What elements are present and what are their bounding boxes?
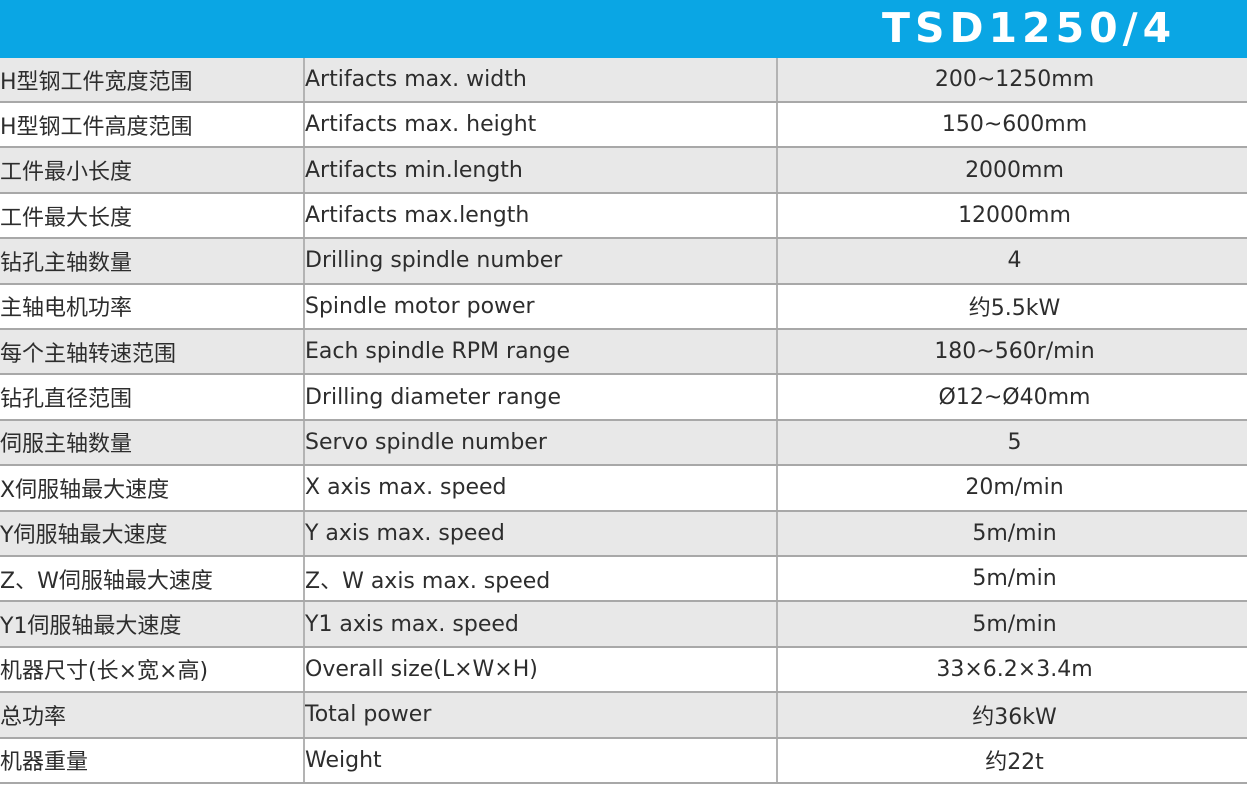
spec-table: H型钢工件宽度范围 Artifacts max. width 200~1250m…: [0, 58, 1247, 785]
spec-value: 20m/min: [777, 465, 1247, 512]
spec-cn-label: 总功率: [0, 692, 305, 739]
spec-cn-label: 工件最小长度: [0, 147, 305, 194]
table-row: 工件最大长度 Artifacts max.length 12000mm: [0, 192, 1247, 240]
spec-cn-label: H型钢工件宽度范围: [0, 58, 305, 104]
table-row: Z、W伺服轴最大速度 Z、W axis max. speed 5m/min: [0, 555, 1247, 603]
spec-en-label: Weight: [304, 737, 778, 785]
table-row: Y1伺服轴最大速度 Y1 axis max. speed 5m/min: [0, 601, 1247, 648]
spec-value: 33×6.2×3.4m: [777, 646, 1247, 694]
table-row: 主轴电机功率 Spindle motor power 约5.5kW: [0, 283, 1247, 331]
spec-en-label: Overall size(L×W×H): [304, 646, 778, 694]
spec-en-label: Y axis max. speed: [304, 510, 778, 557]
spec-cn-label: 每个主轴转速范围: [0, 329, 305, 376]
spec-value: 约36kW: [777, 692, 1247, 739]
spec-value: 5m/min: [777, 601, 1247, 648]
table-row: 钻孔主轴数量 Drilling spindle number 4: [0, 238, 1247, 285]
spec-en-label: X axis max. speed: [304, 465, 778, 512]
spec-en-label: Artifacts max.length: [304, 192, 778, 240]
spec-en-label: Servo spindle number: [304, 419, 778, 467]
spec-cn-label: 主轴电机功率: [0, 283, 305, 331]
table-row: 每个主轴转速范围 Each spindle RPM range 180~560r…: [0, 329, 1247, 376]
spec-value: 12000mm: [777, 192, 1247, 240]
table-row: 机器尺寸(长×宽×高) Overall size(L×W×H) 33×6.2×3…: [0, 646, 1247, 694]
spec-cn-label: 机器尺寸(长×宽×高): [0, 646, 305, 694]
spec-value: 2000mm: [777, 147, 1247, 194]
spec-en-label: Each spindle RPM range: [304, 329, 778, 376]
spec-value: Ø12~Ø40mm: [777, 374, 1247, 421]
spec-en-label: Artifacts min.length: [304, 147, 778, 194]
spec-value: 5m/min: [777, 555, 1247, 603]
table-row: H型钢工件宽度范围 Artifacts max. width 200~1250m…: [0, 58, 1247, 104]
spec-cn-label: 工件最大长度: [0, 192, 305, 240]
spec-en-label: Drilling spindle number: [304, 238, 778, 285]
spec-value: 约22t: [777, 737, 1247, 785]
spec-value: 5m/min: [777, 510, 1247, 557]
spec-cn-label: Y1伺服轴最大速度: [0, 601, 305, 648]
table-row: X伺服轴最大速度 X axis max. speed 20m/min: [0, 465, 1247, 512]
table-row: Y伺服轴最大速度 Y axis max. speed 5m/min: [0, 510, 1247, 557]
spec-value: 180~560r/min: [777, 329, 1247, 376]
table-row: 总功率 Total power 约36kW: [0, 692, 1247, 739]
table-row: 伺服主轴数量 Servo spindle number 5: [0, 419, 1247, 467]
spec-en-label: Z、W axis max. speed: [304, 555, 778, 603]
spec-cn-label: 机器重量: [0, 737, 305, 785]
table-row: 钻孔直径范围 Drilling diameter range Ø12~Ø40mm: [0, 374, 1247, 421]
spec-cn-label: Y伺服轴最大速度: [0, 510, 305, 557]
spec-value: 5: [777, 419, 1247, 467]
spec-value: 200~1250mm: [777, 58, 1247, 104]
spec-cn-label: 钻孔直径范围: [0, 374, 305, 421]
spec-en-label: Y1 axis max. speed: [304, 601, 778, 648]
table-row: 工件最小长度 Artifacts min.length 2000mm: [0, 147, 1247, 194]
spec-cn-label: 伺服主轴数量: [0, 419, 305, 467]
model-title: TSD1250/4: [882, 4, 1177, 52]
spec-cn-label: Z、W伺服轴最大速度: [0, 555, 305, 603]
table-row: 机器重量 Weight 约22t: [0, 737, 1247, 785]
spec-value: 4: [777, 238, 1247, 285]
spec-en-label: Spindle motor power: [304, 283, 778, 331]
spec-cn-label: X伺服轴最大速度: [0, 465, 305, 512]
spec-en-label: Total power: [304, 692, 778, 739]
spec-cn-label: H型钢工件高度范围: [0, 102, 305, 149]
spec-en-label: Artifacts max. width: [304, 58, 778, 104]
header-bar: TSD1250/4: [0, 0, 1247, 58]
spec-en-label: Drilling diameter range: [304, 374, 778, 421]
spec-en-label: Artifacts max. height: [304, 102, 778, 149]
spec-value: 150~600mm: [777, 102, 1247, 149]
table-row: H型钢工件高度范围 Artifacts max. height 150~600m…: [0, 102, 1247, 149]
spec-value: 约5.5kW: [777, 283, 1247, 331]
spec-cn-label: 钻孔主轴数量: [0, 238, 305, 285]
